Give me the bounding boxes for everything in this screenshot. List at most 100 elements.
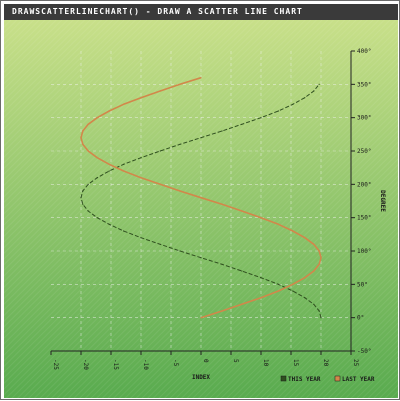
data-point xyxy=(179,143,181,145)
series-this-year xyxy=(80,83,322,319)
y-tick-label: -50° xyxy=(357,348,371,355)
data-point xyxy=(179,190,181,192)
data-point xyxy=(318,310,320,312)
data-point xyxy=(313,303,315,305)
data-point xyxy=(221,130,223,132)
data-point xyxy=(82,203,84,205)
data-point xyxy=(221,203,223,205)
data-point xyxy=(96,157,98,159)
data-point xyxy=(277,110,279,112)
data-point xyxy=(200,317,202,319)
data-point xyxy=(221,263,223,265)
data-point xyxy=(108,163,110,165)
data-point xyxy=(292,230,294,232)
data-point xyxy=(87,210,89,212)
x-tick-label: 20 xyxy=(322,359,329,367)
legend: THIS YEAR LAST YEAR xyxy=(280,375,375,383)
data-point xyxy=(159,150,161,152)
x-tick-label: 25 xyxy=(352,359,359,367)
data-point xyxy=(140,97,142,99)
data-point xyxy=(318,263,320,265)
x-tick-label: -20 xyxy=(82,359,89,370)
y-tick-label: 250° xyxy=(357,148,371,155)
x-tick-label: 0 xyxy=(202,359,209,363)
data-point xyxy=(87,123,89,125)
data-point xyxy=(82,143,84,145)
data-point xyxy=(304,97,306,99)
data-point xyxy=(108,110,110,112)
data-point xyxy=(80,197,82,199)
y-axis-title: DEGREE xyxy=(379,190,386,212)
data-point xyxy=(260,277,262,279)
data-point xyxy=(96,117,98,119)
data-point xyxy=(82,190,84,192)
data-point xyxy=(179,83,181,85)
data-point xyxy=(108,223,110,225)
data-point xyxy=(80,137,82,139)
data-point xyxy=(87,183,89,185)
data-point xyxy=(277,290,279,292)
data-point xyxy=(304,237,306,239)
legend-swatch xyxy=(334,375,341,382)
data-point xyxy=(123,170,125,172)
data-point xyxy=(200,197,202,199)
data-point xyxy=(313,243,315,245)
data-point xyxy=(159,90,161,92)
x-tick-label: -15 xyxy=(112,359,119,370)
data-point xyxy=(87,150,89,152)
data-point xyxy=(200,77,202,79)
data-point xyxy=(292,283,294,285)
x-tick-label: -25 xyxy=(52,359,59,370)
x-tick-label: 15 xyxy=(292,359,299,367)
data-point xyxy=(313,90,315,92)
data-point xyxy=(159,183,161,185)
data-point xyxy=(200,257,202,259)
x-tick-label: 10 xyxy=(262,359,269,367)
y-tick-label: 200° xyxy=(357,181,371,188)
y-tick-label: 50° xyxy=(357,281,368,288)
data-point xyxy=(221,310,223,312)
data-point xyxy=(241,270,243,272)
legend-swatch xyxy=(280,375,287,382)
data-point xyxy=(277,223,279,225)
data-point xyxy=(260,217,262,219)
y-tick-label: 400° xyxy=(357,48,371,55)
chart-title: DRAWSCATTERLINECHART() - DRAW A SCATTER … xyxy=(12,7,303,16)
title-bar: DRAWSCATTERLINECHART() - DRAW A SCATTER … xyxy=(4,4,398,20)
data-point xyxy=(96,217,98,219)
data-point xyxy=(123,103,125,105)
data-point xyxy=(108,170,110,172)
data-point xyxy=(179,250,181,252)
data-point xyxy=(82,130,84,132)
data-series xyxy=(80,76,322,319)
data-point xyxy=(140,237,142,239)
data-point xyxy=(260,297,262,299)
legend-label: LAST YEAR xyxy=(342,376,375,383)
x-tick-label: -10 xyxy=(142,359,149,370)
data-point xyxy=(200,137,202,139)
data-point xyxy=(123,230,125,232)
data-point xyxy=(241,303,243,305)
y-tick-label: 0° xyxy=(357,315,364,322)
y-tick-label: 350° xyxy=(357,81,371,88)
legend-label: THIS YEAR xyxy=(288,376,321,383)
data-point xyxy=(140,177,142,179)
data-point xyxy=(292,290,294,292)
data-point xyxy=(159,243,161,245)
data-point xyxy=(304,277,306,279)
axis-labels: -25 -20 -15 -10 -5 0 5 10 15 20 25 -50° 0° 50° 100° 150… xyxy=(52,48,386,381)
data-point xyxy=(241,123,243,125)
data-point xyxy=(292,103,294,105)
series-line xyxy=(80,83,322,318)
data-point xyxy=(313,270,315,272)
data-point xyxy=(123,163,125,165)
series-last-year xyxy=(80,76,322,319)
data-point xyxy=(241,210,243,212)
data-point xyxy=(277,283,279,285)
x-axis-title: INDEX xyxy=(192,374,210,381)
y-tick-label: 300° xyxy=(357,115,371,122)
x-tick-label: 5 xyxy=(232,359,239,363)
data-point xyxy=(318,250,320,252)
